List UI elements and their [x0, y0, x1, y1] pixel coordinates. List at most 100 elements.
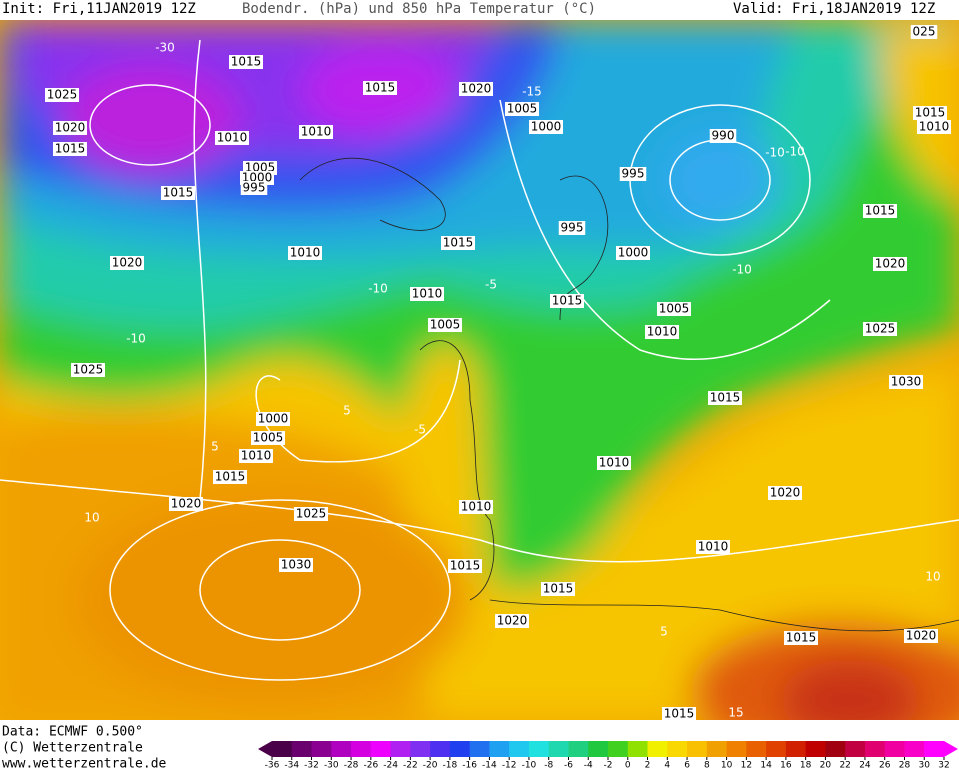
isobar-label: 1015 — [443, 236, 474, 250]
isobar-label-box — [299, 125, 333, 139]
isobar-label: 995 — [622, 167, 645, 181]
isobar-label: 1010 — [290, 246, 321, 260]
isobar-label: 1010 — [647, 325, 678, 339]
isobar-label-box — [71, 363, 105, 377]
colorbar-tick-label: 14 — [760, 761, 772, 771]
contour-label: -10 — [732, 263, 752, 277]
contour-label: -10 — [765, 146, 785, 160]
isobar-label-box — [645, 325, 679, 339]
colorbar-tick-label: 22 — [839, 761, 850, 771]
colorbar-tick-label: -22 — [403, 761, 418, 771]
contour-label: -10 — [126, 332, 146, 346]
colorbar-tick-label: 8 — [704, 761, 710, 771]
colorbar-cell — [667, 741, 688, 757]
colorbar-cell — [430, 741, 451, 757]
colorbar-cell — [706, 741, 728, 757]
isobar-label: 1025 — [47, 88, 78, 102]
isobar-label-box — [550, 294, 584, 308]
isobar-label: 1010 — [698, 540, 729, 554]
isobar-label-box — [240, 181, 268, 195]
colorbar-cell — [528, 741, 550, 757]
isobar-label-box — [288, 246, 322, 260]
map-field: 1015 1025 1020 1015 1015 1020 1005 1000 1010 1010… — [0, 20, 959, 720]
isobar-label: 1015 — [163, 186, 194, 200]
colorbar-cell — [311, 741, 332, 757]
isobar-label: 1010 — [301, 125, 332, 139]
colorbar-cell — [390, 741, 411, 757]
isobar-label: 1010 — [599, 456, 630, 470]
isobar-label: 025 — [913, 25, 936, 39]
isobar-label-box — [696, 540, 730, 554]
isobar-label: 1010 — [217, 131, 248, 145]
colorbar-tick-label: 32 — [938, 761, 949, 771]
colorbar-cell — [370, 741, 392, 757]
isobar-label: 1020 — [171, 497, 202, 511]
isobar-labels: 1015 1025 1020 1015 1015 1020 1005 1000 1010 1010… — [45, 25, 951, 720]
isobar-label: 1015 — [365, 81, 396, 95]
isobar-label: 1020 — [461, 82, 492, 96]
isobar-label: 995 — [243, 181, 266, 195]
isobar-label-box — [768, 486, 802, 500]
colorbar-cell — [904, 741, 925, 757]
colorbar-tick-label: -8 — [544, 761, 553, 771]
isobar-label: 995 — [561, 221, 584, 235]
isobar-label: 1020 — [55, 121, 86, 135]
colorbar-cell — [608, 741, 629, 757]
colorbar-tick-label: -26 — [363, 761, 378, 771]
isobar-label-box — [110, 256, 144, 270]
isobar-label: 1015 — [215, 470, 246, 484]
colorbar-cell — [766, 741, 787, 757]
colorbar-cell — [647, 741, 668, 757]
colorbar-tick-label: 4 — [664, 761, 670, 771]
isobar-label: 1005 — [430, 318, 461, 332]
isobars — [0, 39, 959, 681]
isobar-label-box — [495, 614, 529, 628]
colorbar-tick-label: 6 — [684, 761, 690, 771]
colorbar-tick-label: -12 — [502, 761, 517, 771]
isobar-label-box — [904, 629, 938, 643]
colorbar-tick-label: -36 — [265, 761, 280, 771]
contour-label: 5 — [211, 440, 219, 454]
colorbar-cell — [410, 741, 431, 757]
colorbar-cell — [924, 741, 945, 757]
colorbar-cell — [884, 741, 905, 757]
contour-label: -30 — [155, 41, 175, 55]
isobar-label: 1020 — [875, 257, 906, 271]
isobar-label-box — [441, 236, 475, 250]
colorbar-cell — [489, 741, 510, 757]
isobar-label-box — [863, 204, 897, 218]
isobar-label-box — [863, 322, 897, 336]
isobar-label-box — [459, 82, 493, 96]
contour-label: -15 — [522, 85, 542, 99]
isobar-label-box — [889, 375, 923, 389]
isobar-label-box — [363, 81, 397, 95]
colorbar-cell — [746, 741, 767, 757]
colorbar-tick-label: -34 — [284, 761, 299, 771]
isobar-label-box — [873, 257, 907, 271]
isobar-label: 1000 — [258, 412, 289, 426]
isobar-label-box — [505, 102, 539, 116]
data-source: Data: ECMWF 0.500° — [2, 725, 143, 740]
isobar-label-box — [910, 25, 938, 39]
isobar-label: 1025 — [296, 507, 327, 521]
colorbar-cell — [864, 741, 886, 757]
isobar-label-box — [459, 500, 493, 514]
isobar-label-box — [215, 131, 249, 145]
isobar-label: 1030 — [281, 558, 312, 572]
colorbar-cell — [726, 741, 747, 757]
isobar-label-box — [256, 412, 290, 426]
isobar-label: 1015 — [865, 204, 896, 218]
isobar-label: 1020 — [112, 256, 143, 270]
colorbar-cell — [291, 741, 313, 757]
isobar-label-box — [913, 106, 947, 120]
colorbar-tick-label: -28 — [344, 761, 359, 771]
isobar-label-box — [239, 449, 273, 463]
isobar-label-box — [529, 120, 563, 134]
isobar-label-box — [784, 631, 818, 645]
isobar-label-box — [657, 302, 691, 316]
colorbar-tick-label: -14 — [482, 761, 497, 771]
colorbar-cell — [825, 741, 846, 757]
colorbar-tick-label: 10 — [721, 761, 733, 771]
isobar-label-box — [53, 121, 87, 135]
